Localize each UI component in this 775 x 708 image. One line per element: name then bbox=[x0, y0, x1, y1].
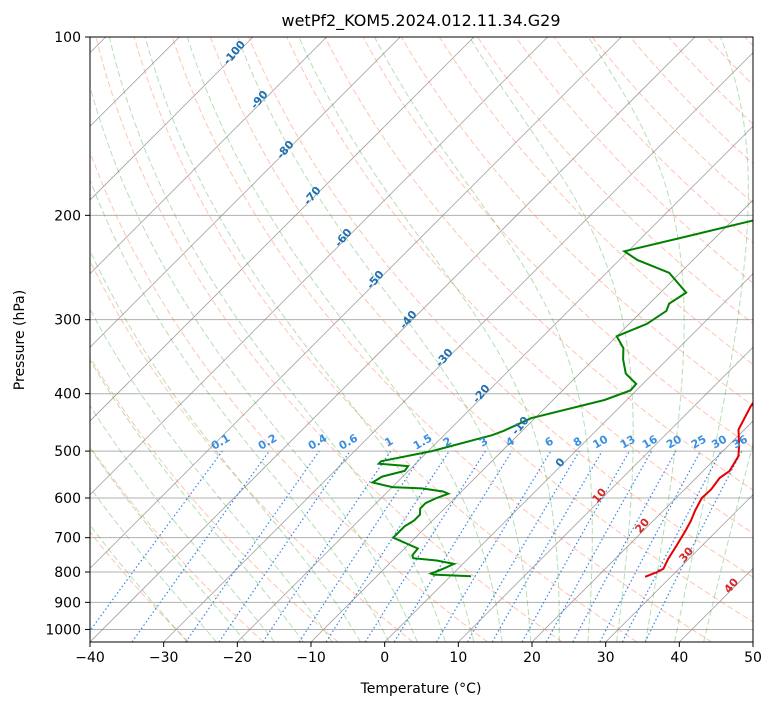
isotherm-line bbox=[90, 37, 327, 275]
dry-adiabat-line bbox=[591, 37, 753, 204]
mixing-ratio-line bbox=[545, 450, 653, 642]
y-tick-label: 500 bbox=[54, 444, 81, 460]
moist-adiabat-line bbox=[90, 447, 247, 642]
mixing-ratio-line bbox=[572, 450, 677, 642]
moist-adiabat-line bbox=[186, 37, 503, 642]
isotherm-line bbox=[384, 273, 753, 642]
chart-title: wetPf2_KOM5.2024.012.11.34.G29 bbox=[281, 11, 560, 31]
moist-adiabat-line bbox=[90, 308, 333, 642]
mixing-ratio-line bbox=[131, 450, 270, 642]
moist-adiabat-line bbox=[144, 37, 475, 642]
isotherm-line bbox=[90, 37, 254, 201]
dry-adiabat-line bbox=[324, 37, 753, 491]
y-tick-label: 1000 bbox=[45, 622, 81, 638]
y-tick-label: 400 bbox=[54, 387, 81, 403]
dry-adiabat-line bbox=[553, 37, 753, 244]
y-tick-label: 700 bbox=[54, 531, 81, 547]
dry-adiabat-line bbox=[248, 37, 753, 578]
x-tick-label: 40 bbox=[670, 650, 688, 666]
dry-adiabat-line bbox=[95, 37, 563, 642]
isotherm-line bbox=[90, 37, 475, 422]
moist-adiabat-line bbox=[374, 37, 593, 642]
axes: −40 −30 −20 −10 0 10 20 30 40 50 100 200 300 400 500 60… bbox=[45, 30, 762, 666]
moist-adiabat-line bbox=[90, 178, 390, 642]
moist-adiabat-line bbox=[108, 37, 446, 642]
dry-adiabat-line bbox=[286, 37, 753, 534]
x-tick-label: −10 bbox=[296, 650, 326, 666]
moist-adiabat-line bbox=[237, 37, 532, 642]
x-tick-label: −30 bbox=[149, 650, 179, 666]
moist-adiabat-line bbox=[674, 37, 749, 642]
y-tick-label: 300 bbox=[54, 313, 81, 329]
isotherm-line bbox=[310, 199, 753, 642]
mixing-ratio-line bbox=[90, 450, 223, 632]
dry-adiabat-line bbox=[477, 37, 753, 325]
mixing-ratio-line bbox=[393, 450, 513, 642]
dry-adiabat-line bbox=[90, 259, 414, 642]
moist-adiabat-line bbox=[703, 441, 753, 642]
y-tick-label: 900 bbox=[54, 595, 81, 611]
x-tick-label: 20 bbox=[523, 650, 541, 666]
y-tick-label: 200 bbox=[54, 208, 81, 224]
mixing-ratio-line bbox=[185, 450, 320, 642]
x-tick-label: −40 bbox=[75, 650, 105, 666]
mixing-ratio-line bbox=[364, 450, 486, 642]
isotherm-line bbox=[90, 37, 696, 642]
x-tick-label: 0 bbox=[380, 650, 389, 666]
x-axis-label: Temperature (°C) bbox=[360, 681, 482, 697]
temperature-profile-line bbox=[644, 401, 753, 578]
series-layer bbox=[369, 219, 753, 578]
moist-adiabat-line bbox=[90, 84, 418, 642]
dry-adiabat-line bbox=[90, 150, 488, 642]
moist-adiabat-line bbox=[90, 249, 362, 642]
dry-adiabat-line bbox=[210, 37, 753, 623]
y-tick-label: 100 bbox=[54, 30, 81, 46]
mixing-ratio-line bbox=[325, 450, 450, 642]
isotherm-line bbox=[458, 346, 753, 642]
isotherm-line bbox=[605, 494, 753, 642]
mixing-ratio-line bbox=[218, 450, 351, 642]
background-lines bbox=[90, 37, 753, 642]
moist-adiabat-line bbox=[90, 358, 304, 642]
y-tick-label: 800 bbox=[54, 565, 81, 581]
moist-adiabat-line bbox=[298, 37, 560, 642]
isotherm-line bbox=[90, 37, 401, 348]
isotherm-line bbox=[90, 37, 548, 496]
mixing-ratio-line bbox=[435, 450, 552, 642]
mixing-ratio-line bbox=[466, 450, 580, 642]
moist-adiabat-line bbox=[90, 486, 217, 642]
dry-adiabat-line bbox=[629, 37, 753, 165]
plot-frame bbox=[89, 36, 754, 643]
mixing-ratio-line bbox=[491, 450, 603, 642]
dry-adiabat-line bbox=[362, 37, 753, 449]
x-tick-label: 10 bbox=[449, 650, 467, 666]
isotherm-line bbox=[237, 125, 753, 642]
dewpoint-profile-line bbox=[369, 219, 753, 578]
isotherm-line bbox=[531, 420, 753, 642]
dry-adiabat-line bbox=[90, 531, 190, 642]
x-tick-label: 50 bbox=[744, 650, 762, 666]
dry-adiabat-line bbox=[90, 356, 339, 642]
y-tick-label: 600 bbox=[54, 491, 81, 507]
mixing-ratio-line bbox=[521, 450, 631, 642]
dry-adiabat-line bbox=[515, 37, 753, 284]
isotherm-line bbox=[90, 37, 622, 569]
dry-adiabat-line bbox=[438, 37, 753, 366]
moist-adiabat-line bbox=[90, 404, 275, 642]
isotherm-line bbox=[163, 52, 753, 642]
x-tick-label: 30 bbox=[597, 650, 615, 666]
moist-adiabat-line bbox=[90, 524, 188, 642]
moist-adiabat-line bbox=[587, 37, 685, 642]
dry-adiabat-line bbox=[400, 37, 753, 407]
y-axis-label: Pressure (hPa) bbox=[12, 290, 28, 390]
moist-adiabat-line bbox=[469, 37, 634, 642]
x-tick-label: −20 bbox=[223, 650, 253, 666]
dry-adiabat-line bbox=[133, 37, 638, 642]
